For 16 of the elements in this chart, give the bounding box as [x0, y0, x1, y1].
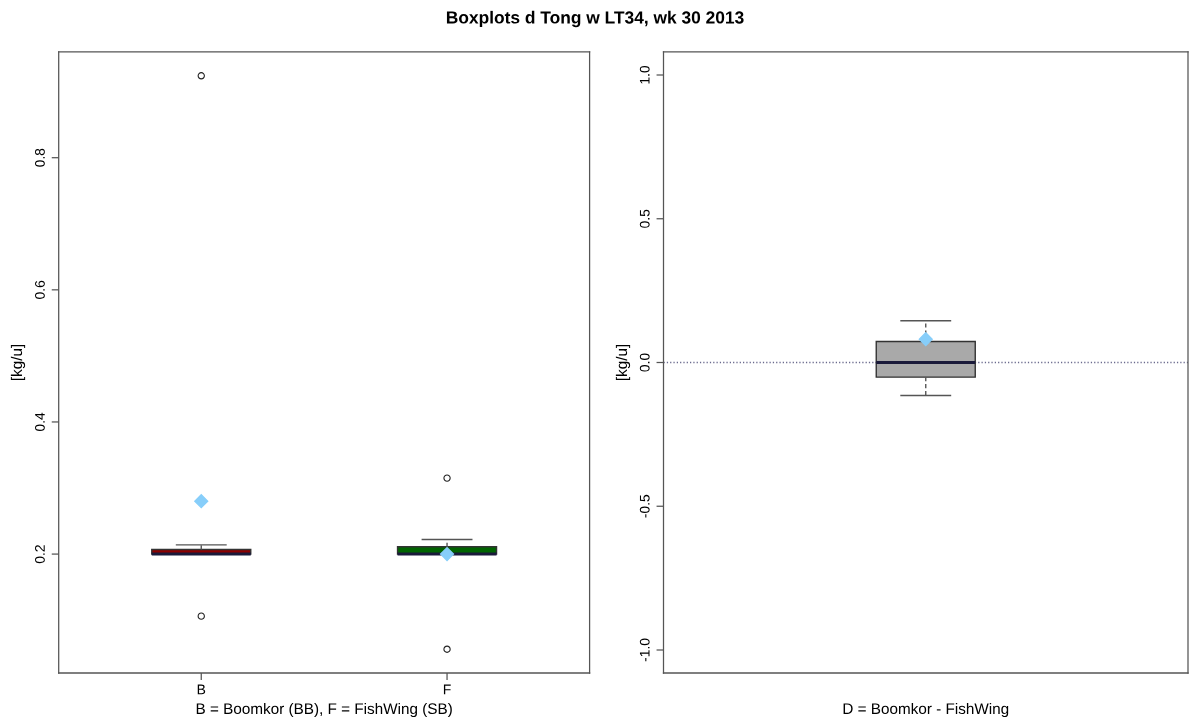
- y-tick-label: 0.6: [35, 280, 45, 299]
- y-axis-title: [kg/u]: [615, 344, 631, 381]
- y-tick-label: 0.0: [639, 353, 650, 372]
- y-tick-label: 0.2: [35, 545, 45, 564]
- y-tick-label: 1.0: [639, 65, 650, 84]
- y-axis-title: [kg/u]: [10, 344, 26, 381]
- y-tick-label: 0.5: [639, 209, 650, 228]
- x-axis-title: D = Boomkor - FishWing: [843, 702, 1009, 718]
- y-tick-label: 0.4: [35, 412, 45, 432]
- x-tick-label: F: [443, 684, 451, 695]
- y-tick-label: 0.8: [35, 148, 45, 167]
- y-tick-label: -0.5: [639, 494, 650, 518]
- x-tick-label: B: [197, 684, 206, 695]
- x-axis-title: B = Boomkor (BB), F = FishWing (SB): [196, 702, 452, 718]
- chart-title: Boxplots d Tong w LT34, wk 30 2013: [446, 10, 744, 28]
- y-tick-label: -1.0: [639, 638, 650, 662]
